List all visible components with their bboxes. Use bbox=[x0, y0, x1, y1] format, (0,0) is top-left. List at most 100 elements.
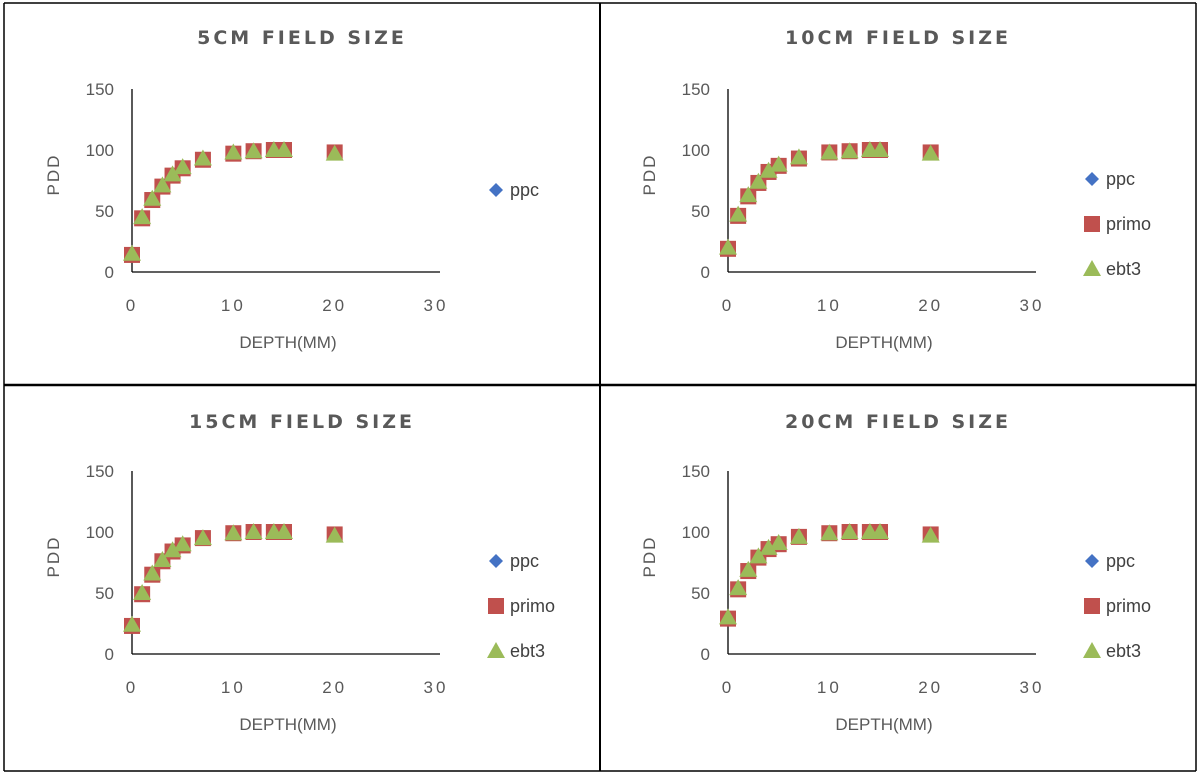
legend-marker-ebt3 bbox=[1083, 642, 1101, 658]
y-tick-label: 50 bbox=[691, 202, 710, 221]
legend: ppc primo ebt3 bbox=[487, 551, 555, 661]
chart-panel-10cm: 10CM FIELD SIZE 0 50 100 150 0 10 20 30 DEPTH(MM… bbox=[600, 3, 1196, 385]
legend-marker-primo bbox=[488, 598, 504, 614]
y-tick-label: 100 bbox=[682, 523, 710, 542]
y-tick-label: 100 bbox=[86, 523, 114, 542]
data-point-ebt3 bbox=[163, 541, 182, 558]
scatter-plot: 0 50 100 150 0 10 20 30 DEPTH(MM) PDD ppc primo ebt3 bbox=[44, 462, 555, 734]
legend-marker-ebt3 bbox=[1083, 260, 1101, 276]
data-point-ebt3 bbox=[133, 208, 152, 225]
legend-label: ebt3 bbox=[1106, 259, 1141, 279]
y-tick-label: 100 bbox=[86, 141, 114, 160]
data-point-ebt3 bbox=[739, 560, 758, 577]
data-point-ebt3 bbox=[275, 141, 293, 157]
legend-label: primo bbox=[510, 596, 555, 616]
data-point-ebt3 bbox=[871, 523, 889, 539]
data-point-ebt3 bbox=[789, 148, 808, 165]
legend-label: ppc bbox=[510, 180, 539, 200]
data-point-ebt3 bbox=[840, 523, 859, 539]
y-tick-label: 150 bbox=[86, 462, 114, 481]
y-tick-label: 150 bbox=[682, 80, 710, 99]
legend-marker-ppc bbox=[489, 554, 503, 568]
chart-panel-15cm: 15CM FIELD SIZE 0 50 100 150 0 10 20 30 DEPTH(MM… bbox=[4, 385, 600, 769]
data-point-ebt3 bbox=[759, 161, 778, 178]
chart-title: 15CM FIELD SIZE bbox=[189, 411, 415, 433]
x-tick-label: 0 bbox=[722, 296, 734, 315]
scatter-plot: 0 50 100 150 0 10 20 30 DEPTH(MM) PDD ppc primo ebt3 bbox=[640, 462, 1151, 734]
series-ebt3 bbox=[123, 141, 344, 261]
x-tick-label: 10 bbox=[221, 296, 246, 315]
data-point-ebt3 bbox=[193, 149, 212, 166]
data-point-ebt3 bbox=[729, 205, 748, 222]
data-point-ebt3 bbox=[224, 143, 243, 160]
x-tick-label: 0 bbox=[722, 678, 734, 697]
data-point-ebt3 bbox=[325, 144, 344, 161]
data-point-ebt3 bbox=[244, 523, 263, 539]
data-point-ebt3 bbox=[224, 524, 243, 541]
data-point-ebt3 bbox=[143, 564, 162, 581]
data-point-ebt3 bbox=[820, 143, 839, 160]
data-point-ebt3 bbox=[163, 165, 182, 182]
x-tick-label: 30 bbox=[1020, 296, 1045, 315]
y-tick-label: 50 bbox=[95, 584, 114, 603]
data-point-ebt3 bbox=[749, 172, 768, 189]
series-ebt3 bbox=[719, 141, 940, 255]
legend-marker-primo bbox=[1084, 598, 1100, 614]
data-point-ebt3 bbox=[769, 155, 788, 172]
x-tick-label: 20 bbox=[322, 296, 347, 315]
data-point-ebt3 bbox=[871, 141, 889, 157]
chart-panel-20cm: 20CM FIELD SIZE 0 50 100 150 0 10 20 30 DEPTH(MM… bbox=[600, 385, 1196, 769]
x-tick-label: 10 bbox=[817, 296, 842, 315]
x-tick-label: 30 bbox=[424, 678, 449, 697]
data-point-ebt3 bbox=[749, 547, 768, 564]
y-tick-label: 150 bbox=[682, 462, 710, 481]
y-tick-label: 0 bbox=[701, 645, 710, 664]
data-point-ebt3 bbox=[325, 526, 344, 543]
y-tick-label: 0 bbox=[105, 263, 114, 282]
x-tick-label: 10 bbox=[817, 678, 842, 697]
data-point-ebt3 bbox=[193, 529, 212, 546]
data-point-ebt3 bbox=[123, 244, 141, 261]
y-axis-title: PDD bbox=[44, 154, 63, 196]
data-point-ebt3 bbox=[789, 527, 808, 544]
x-tick-label: 30 bbox=[1020, 678, 1045, 697]
y-tick-label: 150 bbox=[86, 80, 114, 99]
data-point-ebt3 bbox=[173, 535, 192, 552]
y-tick-label: 0 bbox=[701, 263, 710, 282]
series-ebt3 bbox=[123, 523, 344, 632]
data-point-ebt3 bbox=[820, 524, 839, 541]
legend: ppc primo ebt3 bbox=[1083, 169, 1151, 279]
y-tick-label: 100 bbox=[682, 141, 710, 160]
legend-label: primo bbox=[1106, 596, 1151, 616]
data-point-ebt3 bbox=[739, 186, 758, 203]
x-axis-title: DEPTH(MM) bbox=[835, 333, 932, 352]
legend-label: ebt3 bbox=[510, 641, 545, 661]
data-point-ebt3 bbox=[143, 189, 162, 206]
x-tick-label: 10 bbox=[221, 678, 246, 697]
chart-panel-5cm: 5CM FIELD SIZE 0 50 100 150 0 10 20 30 DEPTH(MM)… bbox=[4, 3, 600, 385]
legend: ppc bbox=[489, 180, 539, 200]
x-tick-label: 0 bbox=[126, 296, 138, 315]
chart-title: 5CM FIELD SIZE bbox=[197, 27, 407, 49]
legend-marker-primo bbox=[1084, 216, 1100, 232]
y-axis-title: PDD bbox=[44, 536, 63, 578]
data-point-ebt3 bbox=[840, 142, 859, 159]
data-point-ebt3 bbox=[921, 144, 940, 161]
data-point-ebt3 bbox=[719, 608, 737, 625]
chart-title: 20CM FIELD SIZE bbox=[785, 411, 1011, 433]
x-axis-title: DEPTH(MM) bbox=[239, 715, 336, 734]
data-point-ebt3 bbox=[275, 523, 293, 539]
data-point-ebt3 bbox=[153, 551, 172, 568]
legend-label: ppc bbox=[510, 551, 539, 571]
x-axis-title: DEPTH(MM) bbox=[835, 715, 932, 734]
scatter-plot: 0 50 100 150 0 10 20 30 DEPTH(MM) PDD ppc primo ebt3 bbox=[640, 80, 1151, 352]
legend-label: ebt3 bbox=[1106, 641, 1141, 661]
data-point-ebt3 bbox=[244, 142, 263, 159]
x-tick-label: 0 bbox=[126, 678, 138, 697]
legend-marker-ppc bbox=[489, 183, 503, 197]
y-tick-label: 0 bbox=[105, 645, 114, 664]
x-tick-label: 20 bbox=[918, 678, 943, 697]
x-axis-title: DEPTH(MM) bbox=[239, 333, 336, 352]
legend: ppc primo ebt3 bbox=[1083, 551, 1151, 661]
